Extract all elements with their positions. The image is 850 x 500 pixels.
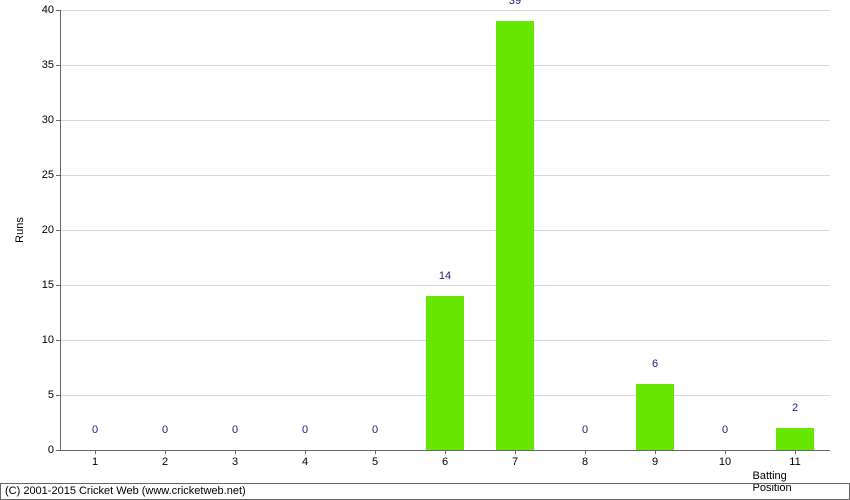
bar-value-label: 0 xyxy=(582,424,588,436)
gridline xyxy=(60,65,830,66)
bar-value-label: 0 xyxy=(722,424,728,436)
x-tick-mark xyxy=(445,450,446,454)
bar-value-label: 0 xyxy=(162,424,168,436)
x-tick-mark xyxy=(655,450,656,454)
bar-value-label: 0 xyxy=(372,424,378,436)
gridline xyxy=(60,10,830,11)
x-tick-mark xyxy=(305,450,306,454)
bar xyxy=(776,428,815,450)
gridline xyxy=(60,285,830,286)
bar-value-label: 6 xyxy=(652,358,658,370)
x-tick-mark xyxy=(235,450,236,454)
x-tick-mark xyxy=(795,450,796,454)
y-axis-title: Runs xyxy=(14,217,26,243)
bar xyxy=(426,296,465,450)
bar xyxy=(636,384,675,450)
bar-value-label: 2 xyxy=(792,402,798,414)
bar-value-label: 14 xyxy=(439,270,451,282)
gridline xyxy=(60,230,830,231)
gridline xyxy=(60,175,830,176)
x-tick-mark xyxy=(585,450,586,454)
bar xyxy=(496,21,535,450)
x-tick-mark xyxy=(375,450,376,454)
bar-value-label: 0 xyxy=(302,424,308,436)
chart-container: 0510152025303540010203040514639708690102… xyxy=(0,0,850,500)
bar-value-label: 0 xyxy=(232,424,238,436)
gridline xyxy=(60,120,830,121)
plot-area: 0510152025303540010203040514639708690102… xyxy=(60,10,830,450)
x-tick-mark xyxy=(95,450,96,454)
copyright-footer: (C) 2001-2015 Cricket Web (www.cricketwe… xyxy=(0,483,850,500)
x-tick-mark xyxy=(725,450,726,454)
bar-value-label: 39 xyxy=(509,0,521,7)
x-tick-mark xyxy=(165,450,166,454)
bar-value-label: 0 xyxy=(92,424,98,436)
y-axis-line xyxy=(60,10,61,450)
x-tick-mark xyxy=(515,450,516,454)
